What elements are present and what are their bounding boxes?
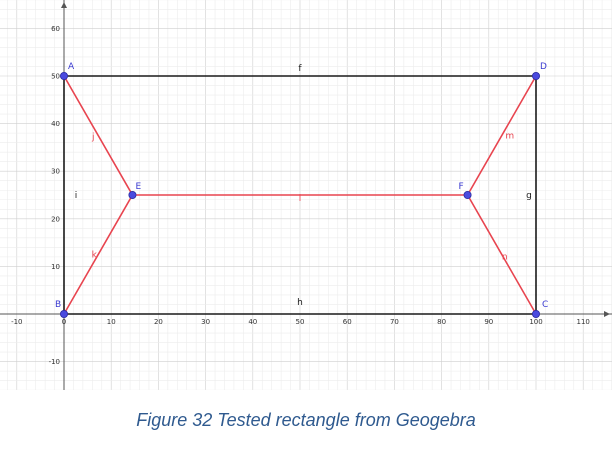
segment-label-m: m bbox=[505, 132, 514, 142]
coordinate-plane[interactable]: -10 0 10 20 30 40 50 60 70 80 90 100 110 -10 10 20 30 40 5… bbox=[0, 0, 612, 390]
x-tick-label: 50 bbox=[296, 318, 305, 326]
segment-label-n: n bbox=[502, 253, 508, 263]
x-tick-label: 60 bbox=[343, 318, 352, 326]
x-tick-label: 110 bbox=[577, 318, 590, 326]
x-tick-label: 40 bbox=[248, 318, 257, 326]
x-tick-label: 100 bbox=[529, 318, 542, 326]
point-A[interactable] bbox=[60, 72, 69, 81]
segment-label-i: i bbox=[75, 191, 78, 201]
geogebra-graphics-view[interactable]: -10 0 10 20 30 40 50 60 70 80 90 100 110 -10 10 20 30 40 5… bbox=[0, 0, 612, 390]
segments bbox=[63, 75, 537, 315]
x-tick-label: 30 bbox=[201, 318, 210, 326]
segment-m[interactable] bbox=[466, 75, 537, 196]
x-tick-label: 0 bbox=[62, 318, 66, 326]
y-tick-label: 20 bbox=[51, 215, 60, 223]
tick-labels: -10 0 10 20 30 40 50 60 70 80 90 100 110 -10 10 20 30 40 5… bbox=[11, 25, 590, 366]
point-B[interactable] bbox=[60, 309, 69, 318]
y-axis-arrow-icon bbox=[61, 2, 67, 8]
segment-label-h: h bbox=[297, 298, 303, 308]
y-tick-label: 40 bbox=[51, 120, 60, 128]
segment-n[interactable] bbox=[466, 194, 537, 315]
x-tick-label: 20 bbox=[154, 318, 163, 326]
segment-k[interactable] bbox=[63, 194, 134, 315]
y-tick-label: 10 bbox=[51, 263, 60, 271]
point-label-D: D bbox=[540, 62, 547, 72]
segment-label-l: l bbox=[299, 194, 302, 204]
segment-j[interactable] bbox=[63, 75, 134, 196]
point-label-C: C bbox=[542, 300, 548, 310]
point-label-E: E bbox=[135, 182, 141, 192]
point-label-B: B bbox=[55, 300, 61, 310]
point-F[interactable] bbox=[463, 190, 472, 199]
segment-label-k: k bbox=[92, 251, 98, 261]
segment-label-j: j bbox=[91, 133, 95, 143]
figure-caption: Figure 32 Tested rectangle from Geogebra bbox=[136, 410, 476, 430]
point-label-F: F bbox=[459, 182, 464, 192]
x-axis-arrow-icon bbox=[604, 311, 610, 317]
point-C[interactable] bbox=[532, 309, 541, 318]
segment-label-g: g bbox=[526, 191, 532, 201]
points: A B C D E F bbox=[55, 62, 548, 318]
grid bbox=[0, 0, 612, 390]
x-tick-label: 90 bbox=[484, 318, 493, 326]
segment-label-f: f bbox=[298, 64, 302, 74]
point-label-A: A bbox=[68, 62, 75, 72]
y-tick-label: -10 bbox=[49, 358, 60, 366]
y-tick-label: 30 bbox=[51, 168, 60, 176]
x-tick-label: 80 bbox=[437, 318, 446, 326]
x-tick-label: -10 bbox=[11, 318, 22, 326]
y-tick-label: 60 bbox=[51, 25, 60, 33]
point-E[interactable] bbox=[128, 190, 137, 199]
x-tick-label: 10 bbox=[107, 318, 116, 326]
x-tick-label: 70 bbox=[390, 318, 399, 326]
point-D[interactable] bbox=[532, 72, 541, 81]
segment-labels: f g h i j k l m n bbox=[75, 64, 532, 308]
y-tick-label: 50 bbox=[51, 73, 60, 81]
